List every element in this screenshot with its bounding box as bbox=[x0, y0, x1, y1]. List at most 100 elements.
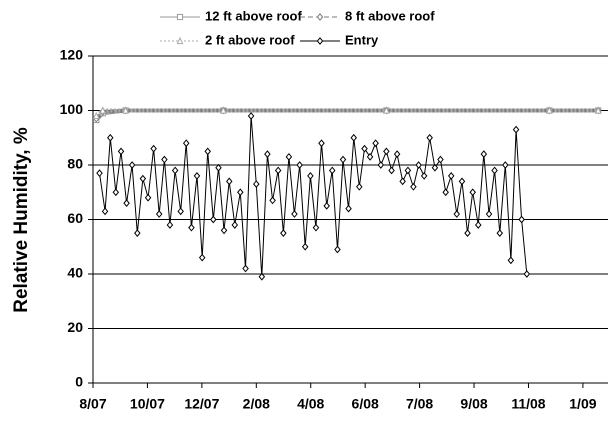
y-tick-label: 0 bbox=[75, 374, 83, 390]
data-point bbox=[291, 210, 298, 218]
data-point bbox=[220, 226, 228, 235]
data-point bbox=[361, 144, 368, 153]
data-point bbox=[496, 229, 504, 238]
x-tick-label: 2/08 bbox=[243, 396, 270, 412]
x-tick-label: 9/08 bbox=[460, 396, 487, 412]
data-point bbox=[231, 221, 239, 229]
y-tick-label: 60 bbox=[67, 210, 83, 226]
data-point bbox=[399, 177, 406, 186]
data-point bbox=[393, 150, 401, 158]
data-point bbox=[198, 253, 206, 262]
x-tick-label: 12/07 bbox=[184, 396, 219, 412]
data-point bbox=[382, 106, 390, 114]
data-point bbox=[420, 172, 428, 180]
y-tick-label: 40 bbox=[67, 265, 83, 281]
data-point bbox=[92, 111, 100, 120]
data-point bbox=[215, 163, 222, 172]
data-point bbox=[301, 242, 309, 251]
data-point bbox=[345, 204, 352, 213]
data-point bbox=[155, 210, 163, 218]
data-point bbox=[285, 152, 293, 161]
data-point bbox=[188, 223, 195, 232]
legend-marker bbox=[176, 36, 184, 45]
data-point bbox=[225, 177, 233, 186]
data-point bbox=[469, 188, 476, 197]
data-point bbox=[112, 188, 120, 197]
data-point bbox=[545, 106, 553, 114]
y-tick-label: 80 bbox=[67, 156, 83, 172]
series-line bbox=[99, 115, 528, 277]
y-tick-label: 20 bbox=[67, 319, 83, 335]
data-point bbox=[193, 172, 201, 180]
legend-marker bbox=[316, 37, 324, 45]
x-tick-label: 11/08 bbox=[511, 396, 545, 412]
data-point bbox=[453, 210, 461, 218]
data-point bbox=[247, 112, 255, 120]
data-point bbox=[253, 180, 260, 188]
data-point bbox=[117, 147, 125, 156]
data-point bbox=[366, 152, 374, 161]
data-point bbox=[372, 139, 379, 148]
data-point bbox=[134, 229, 141, 238]
data-point bbox=[122, 106, 129, 114]
data-point bbox=[258, 272, 266, 281]
data-point bbox=[177, 207, 184, 216]
data-point bbox=[318, 139, 325, 148]
data-point bbox=[502, 161, 509, 169]
legend-label: Entry bbox=[345, 32, 379, 47]
x-tick-label: 1/09 bbox=[569, 396, 596, 412]
data-point bbox=[447, 172, 455, 180]
data-point bbox=[328, 166, 336, 175]
y-tick-label: 100 bbox=[60, 101, 84, 117]
data-point bbox=[491, 166, 498, 175]
data-point bbox=[475, 221, 482, 229]
data-point bbox=[128, 161, 136, 169]
data-point bbox=[101, 207, 109, 216]
data-point bbox=[150, 144, 157, 153]
data-point bbox=[323, 201, 330, 210]
data-point bbox=[410, 182, 417, 191]
data-point bbox=[144, 193, 152, 202]
data-point bbox=[480, 150, 488, 158]
data-point bbox=[485, 210, 493, 218]
data-point bbox=[210, 215, 217, 224]
data-point bbox=[312, 223, 320, 232]
data-point bbox=[518, 215, 525, 224]
data-point bbox=[280, 229, 287, 238]
y-tick-label: 120 bbox=[60, 47, 84, 63]
legend-label: 12 ft above roof bbox=[205, 8, 302, 23]
legend-marker bbox=[316, 13, 324, 21]
data-point bbox=[464, 229, 471, 238]
x-tick-label: 8/07 bbox=[79, 396, 106, 412]
data-point bbox=[356, 182, 363, 191]
data-point bbox=[166, 221, 174, 229]
data-point bbox=[264, 150, 271, 158]
data-point bbox=[339, 155, 347, 164]
data-point bbox=[507, 256, 515, 265]
x-tick-label: 4/08 bbox=[297, 396, 324, 412]
data-point bbox=[182, 139, 190, 148]
data-point bbox=[442, 188, 449, 197]
data-point bbox=[404, 166, 412, 175]
data-point bbox=[437, 155, 444, 164]
data-point bbox=[123, 199, 130, 208]
data-point bbox=[161, 155, 168, 164]
x-tick-label: 10/07 bbox=[130, 396, 165, 412]
data-point bbox=[431, 163, 439, 172]
data-point bbox=[512, 125, 520, 134]
legend-marker bbox=[176, 13, 184, 21]
y-axis-label: Relative Humidity, % bbox=[11, 127, 32, 313]
data-point bbox=[96, 169, 103, 178]
data-point bbox=[415, 161, 422, 169]
data-point bbox=[334, 245, 341, 254]
x-tick-label: 6/08 bbox=[352, 396, 379, 412]
data-point bbox=[426, 133, 433, 142]
data-point bbox=[388, 166, 395, 175]
data-point bbox=[350, 133, 358, 142]
data-point bbox=[296, 161, 303, 169]
data-point bbox=[99, 106, 107, 114]
x-tick-label: 7/08 bbox=[406, 396, 433, 412]
data-point bbox=[171, 166, 179, 175]
data-point bbox=[377, 161, 385, 169]
